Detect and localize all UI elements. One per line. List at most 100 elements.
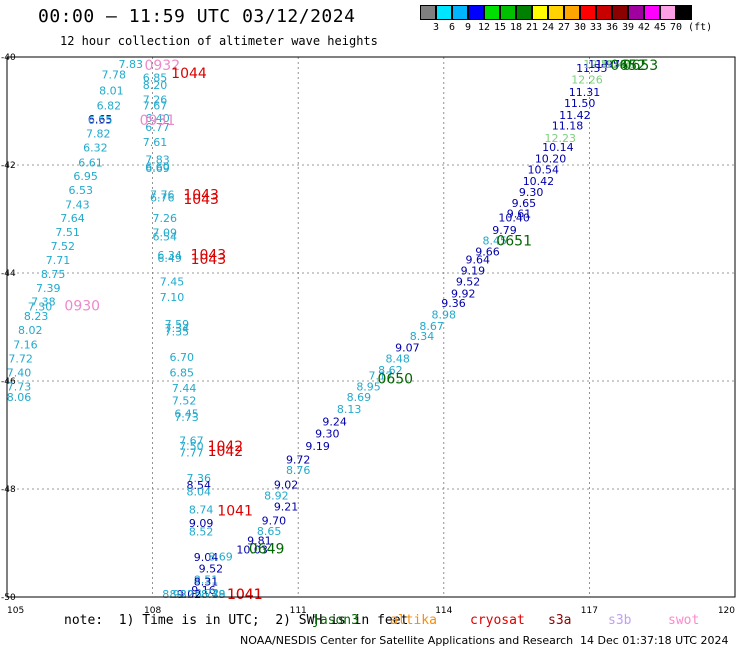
legend-swatch [500,5,516,20]
wave-height-label: 9.65 [512,197,537,210]
wave-height-label: 7.52 [172,394,197,407]
pass-time-label: 1044 [171,66,207,82]
wave-height-label: 10.42 [523,175,555,188]
legend-label: 21 [525,22,539,33]
wave-height-label: 8.45 [483,235,508,248]
wave-height-label: 8.20 [143,79,168,92]
wave-height-label: 7.76 [150,189,175,202]
wave-height-label: 7.35 [165,325,190,338]
wave-height-label: 8.67 [419,320,444,333]
legend-label: 12 [477,22,491,33]
wave-height-label: 9.16 [191,584,216,597]
wave-height-label: 7.10 [160,291,185,304]
wave-height-label: 12.57 [583,58,615,71]
wave-height-label: 9.07 [395,342,420,355]
wave-height-label: 8.04 [186,486,211,499]
wave-height-label: 8.52 [189,526,214,539]
wave-height-label: 8.13 [337,403,362,416]
pass-time-label: 1042 [208,444,244,460]
footnote: note: 1) Time is in UTC; 2) SWH is in fe… [64,613,409,628]
wave-height-label: 6.54 [152,230,177,243]
legend-swatch [420,5,436,20]
lat-tick-label: -48 [1,485,16,495]
legend-swatch [612,5,628,20]
wave-height-label: 7.83 [119,58,144,71]
lon-tick-label: 111 [290,606,307,616]
pass-time-label: 1042 [208,439,244,455]
legend-label: 45 [653,22,667,33]
wave-height-label: 8.48 [385,352,410,365]
wave-height-label: 9.92 [451,288,476,301]
wave-height-label: 12.26 [571,74,603,87]
wave-height-label: 11.95 [588,58,620,71]
lat-tick-label: -44 [1,269,16,279]
wave-height-label: 9.64 [466,254,491,267]
lon-tick-label: 105 [7,606,24,616]
lon-tick-label: 117 [581,606,598,616]
satellite-legend-altika: altika [390,613,437,628]
wave-height-label: 8.98 [162,588,187,601]
wave-height-label: 9.19 [305,440,330,453]
wave-height-label: 9.81 [247,534,272,547]
wave-height-label: 8.65 [257,525,282,538]
pass-time-label: 0649 [249,541,285,557]
wave-height-label: 7.45 [160,276,185,289]
map-frame [6,56,736,598]
legend-swatch [676,5,692,20]
legend-swatch [468,5,484,20]
wave-height-label: 9.04 [194,551,219,564]
wave-height-label: 8.69 [208,551,233,564]
satellite-legend-swot: swot [668,613,700,628]
legend-label: 18 [509,22,523,33]
pass-time-label: 1043 [191,252,227,268]
wave-height-label: 7.16 [13,338,38,351]
map-grid [6,56,736,598]
wave-height-label: 7.30 [28,300,53,313]
legend-swatch [580,5,596,20]
legend-swatch [436,5,452,20]
pass-time-label: 1043 [183,192,219,208]
wave-height-label: 7.78 [102,68,127,81]
lat-tick-label: -42 [1,161,16,171]
wave-height-label: 7.38 [31,296,56,309]
legend-label: 6 [448,22,456,33]
wave-height-label: 11.73 [595,58,627,71]
pass-time-label: 1043 [183,188,219,204]
legend-label: 27 [557,22,571,33]
wave-height-label: 9.61 [507,208,532,221]
pass-time-label: 1041 [217,504,253,520]
wave-height-label: 6.40 [145,112,170,125]
wave-height-label: 8.23 [24,310,49,323]
wave-height-label: 9.30 [315,427,340,440]
wave-height-label: 6.49 [157,252,182,265]
lat-tick-label: -50 [1,593,16,603]
wave-height-label: 7.61 [143,136,168,149]
wave-height-label: 7.44 [172,382,197,395]
lon-tick-label: 120 [718,606,735,616]
wave-height-label: 8.95 [356,380,381,393]
wave-height-label: 12.89 [605,58,637,71]
wave-height-label: 9.36 [441,297,466,310]
legend-label: 36 [605,22,619,33]
wave-height-label: 8.01 [99,84,124,97]
wave-height-label: 9.52 [456,276,481,289]
legend-label: 39 [621,22,635,33]
pass-time-label: 0651 [496,234,532,250]
legend-swatch [628,5,644,20]
wave-height-label: 11.31 [569,86,601,99]
wave-height-label: 9.52 [199,562,224,575]
generated-timestamp: 14 Dec 01:37:18 UTC 2024 [580,634,729,647]
wave-height-label: 10.40 [498,211,530,224]
wave-height-label: 7.71 [46,254,71,267]
wave-height-label: 10.03 [236,543,268,556]
wave-height-label: 7.67 [143,100,168,113]
wave-height-label: 6.55 [88,114,113,127]
wave-height-label: 6.45 [174,407,199,420]
wave-height-label: 8.31 [194,575,219,588]
pass-time-label: 0650 [377,371,413,387]
wave-height-label: 7.34 [165,322,190,335]
pass-time-label: 0653 [623,58,659,74]
legend-label: 24 [541,22,555,33]
wave-height-label: 7.72 [8,352,33,365]
